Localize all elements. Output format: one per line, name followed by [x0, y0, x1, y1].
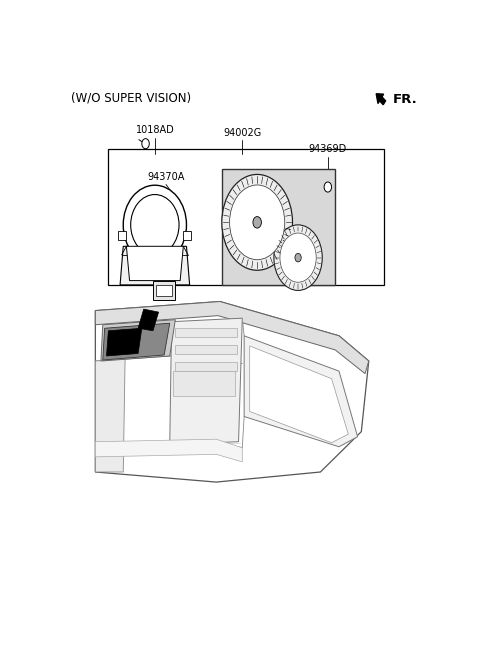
Ellipse shape	[131, 195, 179, 255]
Circle shape	[324, 182, 332, 192]
Polygon shape	[96, 301, 369, 373]
Bar	[175, 362, 237, 371]
Text: 1018AD: 1018AD	[135, 125, 174, 135]
Polygon shape	[96, 301, 369, 482]
Circle shape	[253, 217, 262, 228]
Polygon shape	[120, 246, 190, 285]
Polygon shape	[126, 246, 183, 280]
Bar	[175, 345, 237, 354]
Bar	[173, 371, 235, 396]
Text: 94369D: 94369D	[309, 144, 347, 155]
Text: 94002G: 94002G	[223, 128, 262, 138]
Polygon shape	[103, 323, 170, 360]
Bar	[119, 231, 126, 240]
FancyArrow shape	[376, 94, 385, 105]
Bar	[153, 280, 175, 300]
Polygon shape	[222, 170, 335, 286]
Circle shape	[142, 139, 149, 149]
Circle shape	[280, 233, 316, 282]
Ellipse shape	[123, 185, 186, 265]
Polygon shape	[101, 320, 175, 361]
Text: FR.: FR.	[393, 93, 418, 105]
Polygon shape	[96, 358, 125, 472]
Polygon shape	[107, 328, 142, 356]
Circle shape	[229, 185, 285, 260]
Polygon shape	[138, 309, 158, 331]
Polygon shape	[170, 318, 242, 444]
Polygon shape	[250, 346, 348, 443]
Polygon shape	[96, 440, 242, 462]
Bar	[175, 328, 237, 337]
Circle shape	[295, 253, 301, 262]
Text: 94370A: 94370A	[147, 172, 185, 182]
Bar	[156, 285, 172, 296]
Circle shape	[222, 174, 292, 271]
Text: (W/O SUPER VISION): (W/O SUPER VISION)	[71, 91, 192, 104]
Bar	[108, 149, 384, 286]
Circle shape	[274, 225, 322, 290]
Polygon shape	[244, 336, 358, 447]
Bar	[183, 231, 191, 240]
